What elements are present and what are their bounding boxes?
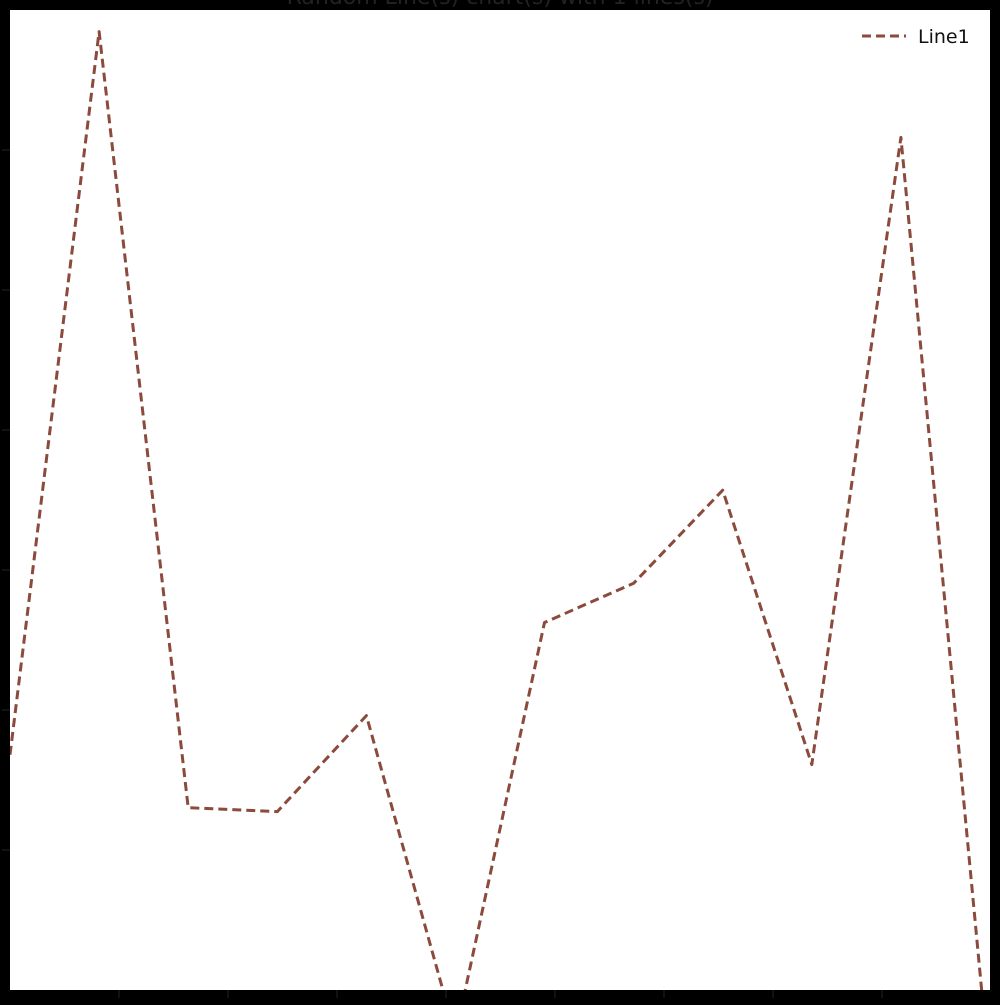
plot-area xyxy=(10,10,990,990)
series-line-1 xyxy=(10,30,984,990)
legend-label-line1: Line1 xyxy=(918,26,970,48)
series-layer xyxy=(10,30,984,990)
y-axis-ticks xyxy=(2,149,10,851)
x-axis-ticks xyxy=(118,990,883,998)
legend: Line1 xyxy=(862,26,970,48)
chart-title: Random Line(s) chart(s) with 1 lines(s) xyxy=(287,0,714,10)
